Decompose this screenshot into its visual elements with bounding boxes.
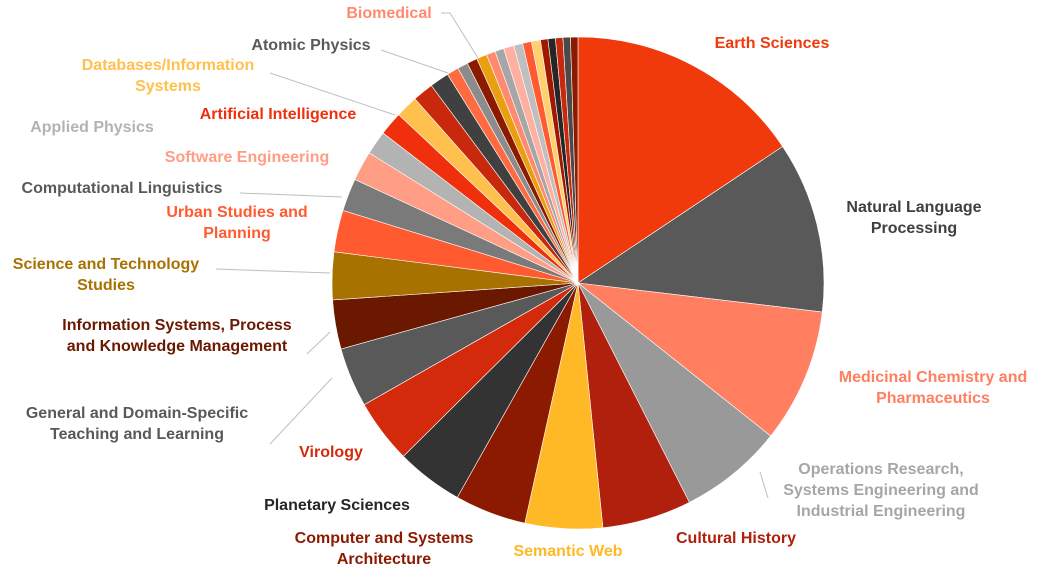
slice-label-science-and-technology-studies: Science and Technology Studies [13, 256, 200, 294]
leader-lines [215, 12, 769, 499]
slice-label-medicinal-chemistry-and-pharmaceutics: Medicinal Chemistry and Pharmaceutics [839, 369, 1028, 407]
slice-label-databases-information-systems: Databases/Information Systems [82, 57, 254, 95]
slice-label-computer-and-systems-architecture: Computer and Systems Architecture [295, 530, 474, 568]
slice-label-earth-sciences: Earth Sciences [715, 35, 830, 52]
pie-slice-natural-language-processing [577, 146, 825, 313]
leader-line-science-and-technology-studies [215, 268, 331, 274]
slice-label-planetary-sciences: Planetary Sciences [264, 497, 410, 514]
pie-slice-unlabeled-34 [570, 36, 579, 284]
slice-label-computational-linguistics: Computational Linguistics [22, 180, 223, 197]
slice-labels: Earth Sciences Natural Language Processing… [13, 5, 1027, 568]
pie-slice-medicinal-chemistry-and-pharmaceutics [576, 282, 823, 437]
leader-line-databases-information-systems [269, 72, 396, 116]
leader-line-information-systems-process-and-knowledge-management [306, 331, 331, 355]
slice-label-cultural-history: Cultural History [676, 530, 796, 547]
slice-label-operations-research-systems-engineering-and-industrial-engineering: Operations Research, Systems Engineering … [783, 461, 979, 520]
slice-label-biomedical: Biomedical [346, 5, 431, 22]
slice-label-software-engineering: Software Engineering [165, 149, 329, 166]
slice-label-artificial-intelligence: Artificial Intelligence [200, 106, 357, 123]
slice-label-atomic-physics: Atomic Physics [251, 37, 370, 54]
slice-label-general-and-domain-specific-teaching-and-learning: General and Domain-Specific Teaching and … [26, 405, 248, 443]
slice-label-information-systems-process-and-knowledge-management: Information Systems, Process and Knowledg… [62, 317, 292, 355]
leader-line-computational-linguistics [239, 192, 343, 198]
leader-line-operations-research-systems-engineering-and-industrial-engineering [759, 471, 769, 499]
slice-label-semantic-web: Semantic Web [513, 543, 622, 560]
leader-line-general-and-domain-specific-teaching-and-learning [269, 377, 333, 445]
slice-label-natural-language-processing: Natural Language Processing [846, 199, 981, 237]
pie-slice-operations-research-systems-engineering-and-industrial-engineering [577, 282, 772, 503]
pie-slice-earth-sciences [577, 36, 784, 284]
leader-line-atomic-physics [380, 49, 449, 74]
leader-line-biomedical [441, 12, 479, 59]
slice-label-virology: Virology [299, 444, 363, 461]
pie-slices [331, 36, 825, 530]
slice-label-applied-physics: Applied Physics [30, 119, 154, 136]
slice-label-urban-studies-and-planning: Urban Studies and Planning [166, 204, 307, 242]
